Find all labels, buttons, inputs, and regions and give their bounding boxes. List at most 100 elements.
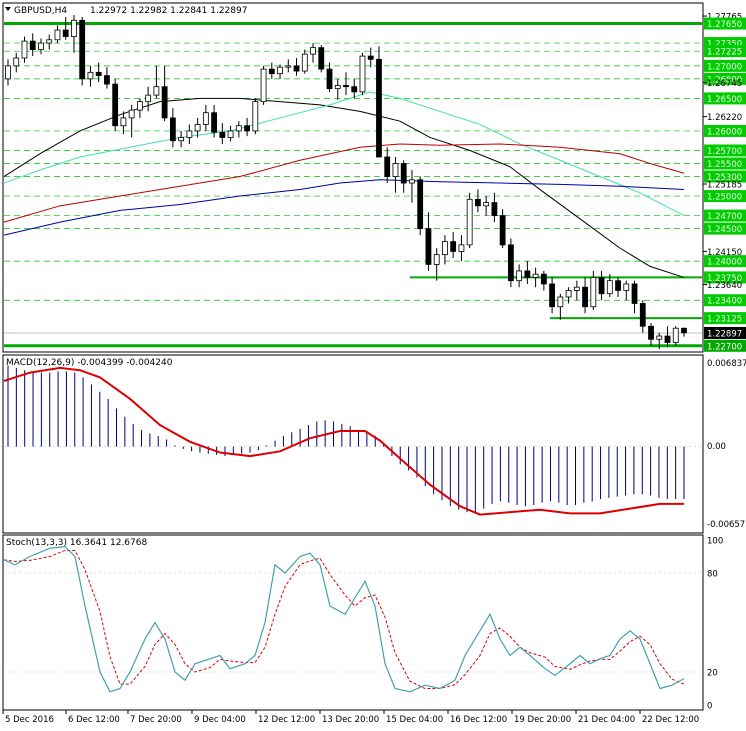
candle-body[interactable]: [359, 55, 366, 93]
candle-body[interactable]: [29, 40, 36, 50]
candle-body[interactable]: [277, 66, 283, 75]
candle-body[interactable]: [227, 130, 234, 138]
candle-body[interactable]: [524, 270, 531, 278]
candle-body[interactable]: [417, 179, 424, 230]
candle-body[interactable]: [120, 117, 127, 127]
candle-body[interactable]: [681, 327, 687, 334]
candle-body[interactable]: [21, 40, 28, 59]
candle-body[interactable]: [557, 296, 564, 308]
candle-body[interactable]: [343, 84, 349, 88]
candle-body[interactable]: [384, 156, 391, 177]
candle-body[interactable]: [5, 65, 11, 80]
candle-body[interactable]: [458, 244, 465, 252]
candle-body[interactable]: [491, 202, 498, 216]
candle-body[interactable]: [573, 286, 580, 291]
macd-axis-top: 0.006837: [707, 359, 746, 369]
macd-panel: [2, 354, 704, 534]
stoch-axis-label: 80: [707, 570, 718, 580]
candle-body[interactable]: [161, 86, 168, 119]
candle-body[interactable]: [450, 241, 457, 252]
candle-body[interactable]: [433, 254, 440, 265]
candle-body[interactable]: [112, 83, 119, 127]
candle-body[interactable]: [326, 68, 333, 90]
candle-body[interactable]: [376, 58, 382, 158]
candle-body[interactable]: [252, 101, 259, 132]
candle-body[interactable]: [285, 65, 292, 68]
candle-body[interactable]: [95, 71, 102, 77]
price-axis-label: 1.22897: [707, 329, 742, 339]
candle-body[interactable]: [367, 55, 374, 60]
candle-body[interactable]: [351, 86, 358, 93]
candle-body[interactable]: [507, 244, 514, 282]
candle-body[interactable]: [598, 277, 605, 295]
candle-body[interactable]: [169, 117, 176, 142]
candle-body[interactable]: [153, 86, 160, 96]
collapse-triangle-icon[interactable]: [5, 7, 11, 11]
candle-body[interactable]: [211, 112, 217, 133]
candle-body[interactable]: [268, 68, 275, 75]
candle-body[interactable]: [178, 137, 185, 142]
candle-body[interactable]: [400, 163, 407, 184]
candle-body[interactable]: [499, 215, 506, 246]
candle-body[interactable]: [137, 101, 143, 111]
candle-body[interactable]: [202, 112, 209, 125]
candle-body[interactable]: [38, 42, 44, 50]
candle-body[interactable]: [235, 125, 242, 132]
time-axis-label: 22 Dec 12:00: [642, 715, 699, 725]
candle-body[interactable]: [582, 286, 588, 308]
candle-body[interactable]: [318, 47, 325, 70]
price-axis-label: 1.27350: [707, 40, 742, 50]
candle-body[interactable]: [186, 130, 193, 138]
candle-body[interactable]: [301, 53, 308, 72]
candle-body[interactable]: [590, 277, 597, 308]
stoch-label: Stoch(13,3,3) 16.3641 12.6768: [6, 538, 147, 548]
candle-body[interactable]: [244, 125, 250, 132]
candle-body[interactable]: [442, 241, 448, 256]
candle-body[interactable]: [392, 163, 399, 177]
candle-body[interactable]: [54, 29, 61, 41]
candle-body[interactable]: [71, 19, 77, 37]
candle-body[interactable]: [532, 273, 539, 278]
candle-body[interactable]: [219, 131, 226, 138]
candle-body[interactable]: [194, 124, 201, 132]
candle-body[interactable]: [425, 228, 432, 265]
candle-body[interactable]: [466, 198, 473, 246]
candle-body[interactable]: [639, 303, 646, 327]
candle-body[interactable]: [656, 335, 663, 340]
candle-body[interactable]: [648, 325, 654, 340]
candle-body[interactable]: [664, 335, 671, 343]
candle-body[interactable]: [631, 283, 638, 304]
candle-body[interactable]: [409, 179, 415, 184]
candle-body[interactable]: [334, 84, 341, 90]
candle-body[interactable]: [62, 29, 69, 37]
candle-body[interactable]: [623, 283, 630, 291]
ohlc-readout: 1.22972 1.22982 1.22841 1.22897: [90, 6, 247, 16]
candle-body[interactable]: [565, 290, 572, 298]
candle-body[interactable]: [260, 68, 267, 103]
level-price-tag: [704, 92, 746, 105]
candle-body[interactable]: [13, 57, 20, 67]
candle-body[interactable]: [475, 198, 481, 207]
candle-body[interactable]: [128, 109, 135, 119]
stoch-axis-label: 100: [707, 537, 723, 547]
candle-body[interactable]: [483, 202, 490, 207]
current-price-tag: [704, 326, 746, 339]
candle-body[interactable]: [549, 283, 555, 308]
candle-body[interactable]: [104, 75, 110, 85]
candle-body[interactable]: [672, 327, 679, 343]
candle-body[interactable]: [516, 270, 523, 282]
candle-body[interactable]: [79, 19, 86, 80]
candle-body[interactable]: [615, 280, 621, 291]
candle-body[interactable]: [293, 65, 300, 72]
price-axis-label: 1.24700: [707, 212, 742, 222]
candle-body[interactable]: [145, 94, 152, 103]
candle-body[interactable]: [540, 273, 547, 285]
candle-body[interactable]: [87, 71, 94, 80]
price-axis-label: 1.25000: [707, 193, 742, 203]
candle-body[interactable]: [46, 39, 53, 44]
price-axis-label: 1.23640: [707, 281, 742, 291]
candle-body[interactable]: [606, 280, 613, 295]
candle-body[interactable]: [310, 47, 316, 55]
